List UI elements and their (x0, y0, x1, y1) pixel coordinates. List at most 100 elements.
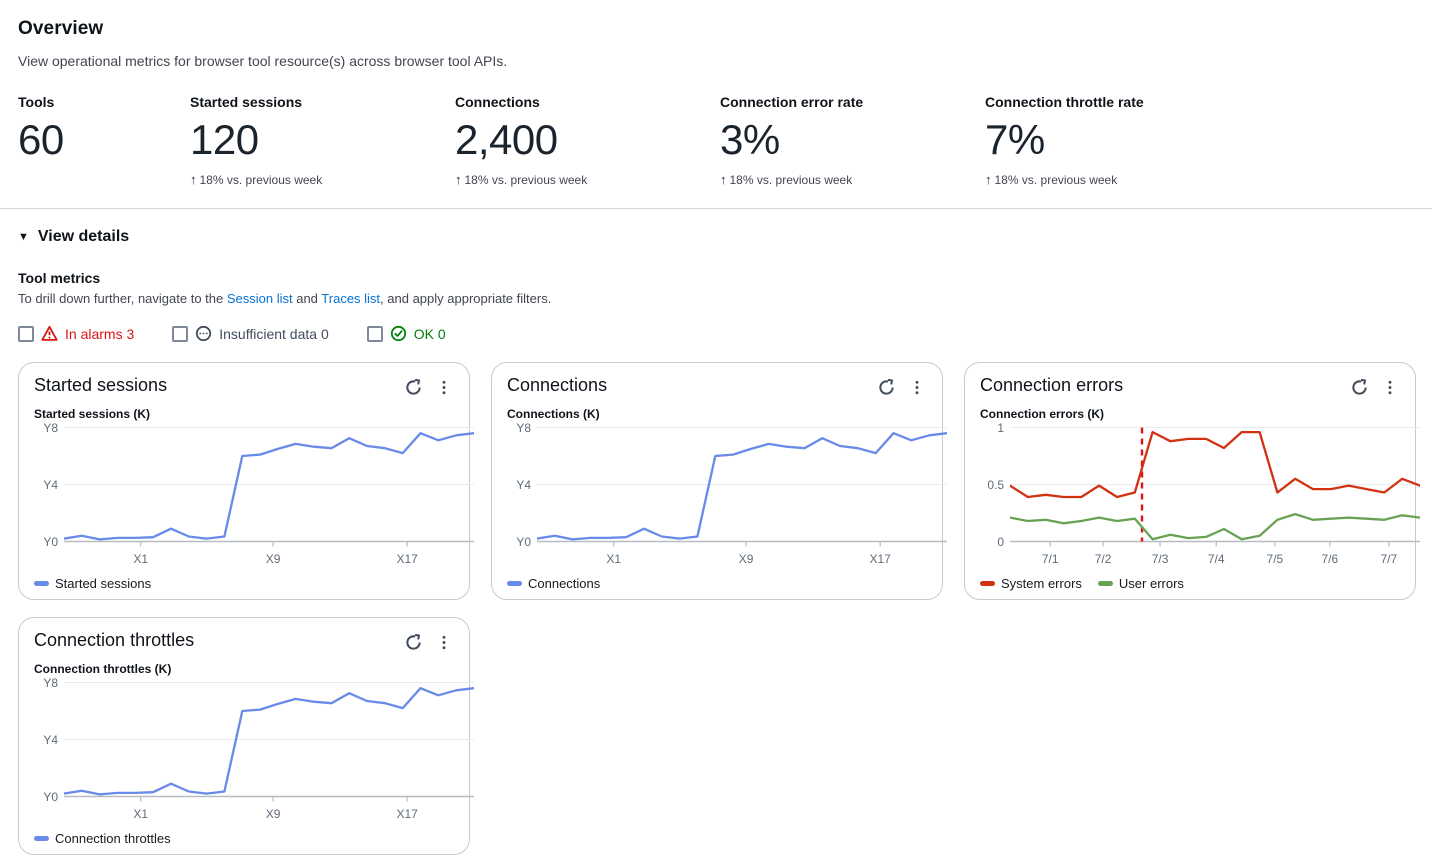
y-tick-label: Y0 (43, 789, 58, 804)
x-tick-label: X1 (133, 807, 148, 822)
session-list-link[interactable]: Session list (226, 291, 293, 307)
summary-metric-label: Connection error rate (720, 94, 864, 110)
x-tick-label: 7/4 (1207, 552, 1225, 567)
legend-item[interactable]: Connections (507, 576, 600, 591)
chart-plot: 1 0.5 0 (980, 421, 1420, 549)
x-tick-label: 7/3 (1151, 552, 1169, 567)
chart-menu-button[interactable] (907, 377, 927, 398)
legend-series-label: System errors (1001, 575, 1082, 591)
summary-metric: Connection error rate 3% ↑ 18% vs. previous… (720, 94, 985, 187)
caret-down-icon: ▼ (18, 231, 29, 244)
chart-title: Connection throttles (34, 630, 195, 651)
y-tick-label: 1 (997, 420, 1004, 435)
x-tick-label: 7/5 (1266, 552, 1284, 567)
y-tick-label: Y4 (516, 477, 531, 492)
filter-checkbox[interactable] (366, 325, 383, 342)
chart-plot: Y8 Y4 Y0 (34, 421, 474, 549)
summary-metrics-row: Tools 60 Started sessions 120 ↑ 18% vs. previ… (18, 94, 1416, 187)
x-axis-labels: X1 X9 X17 (64, 805, 474, 823)
chart-card-connection-errors: Connection errors Connection errors (K) … (964, 362, 1420, 601)
summary-metric: Connections 2,400 ↑ 18% vs. previous week (455, 94, 720, 187)
legend-item[interactable]: User errors (1097, 575, 1184, 591)
y-axis-title: Connections (K) (507, 407, 600, 422)
delta-text: 18% vs. previous week (994, 172, 1118, 187)
chart-title: Connection errors (980, 375, 1124, 396)
overview-page: Overview View operational metrics for br… (0, 0, 1432, 187)
summary-metric-delta: ↑ 18% vs. previous week (190, 172, 445, 187)
insufficient-data-icon (195, 325, 212, 342)
filter-checkbox[interactable] (18, 325, 34, 342)
legend-item[interactable]: System errors (980, 576, 1082, 591)
x-tick-label: 7/2 (1094, 552, 1112, 567)
x-axis-labels: X1 X9 X17 (537, 550, 947, 568)
chart-legend: System errors User errors (980, 572, 1400, 594)
tool-metrics-title: Tool metrics (18, 270, 101, 287)
filter-alarm-warning: In alarms 3 (18, 325, 134, 342)
summary-metric-delta: ↑ 18% vs. previous week (720, 172, 975, 187)
y-tick-label: Y4 (43, 477, 58, 492)
refresh-button[interactable] (876, 377, 897, 398)
trend-up-icon: ↑ (455, 172, 462, 188)
section-divider (0, 208, 1432, 210)
legend-item[interactable]: Connection throttles (34, 831, 171, 846)
x-tick-label: X1 (606, 552, 621, 567)
x-tick-label: X17 (396, 552, 418, 567)
legend-series-dash-icon (1097, 580, 1113, 586)
summary-metric: Connection throttle rate 7% ↑ 18% vs. previ… (985, 94, 1250, 187)
tool-metrics-section: Tool metrics To drill down further, navi… (18, 270, 1432, 306)
summary-metric-label: Started sessions (190, 94, 303, 110)
view-details-toggle[interactable]: ▼ View details (18, 228, 129, 246)
alarm-state-filters: In alarms 3 Insufficient data 0 OK 0 (18, 325, 1432, 342)
trend-up-icon: ↑ (720, 172, 727, 188)
page-title: Overview (18, 18, 104, 39)
refresh-button[interactable] (403, 377, 424, 398)
traces-list-link[interactable]: Traces list (321, 291, 381, 307)
filter-ok-check: OK 0 (366, 325, 446, 342)
hint-text: To drill down further, navigate to the (18, 291, 227, 307)
summary-metric: Tools 60 (18, 94, 190, 187)
chart-card-connection-throttles: Connection throttles Connection throttle… (18, 617, 474, 855)
summary-metric-label: Connections (455, 94, 540, 110)
delta-text: 18% vs. previous week (464, 172, 588, 187)
hint-text: , and apply appropriate filters. (380, 291, 552, 307)
legend-series-dash-icon (507, 580, 522, 586)
chart-card-started-sessions: Started sessions Started sessions (K) Y8… (18, 362, 474, 601)
chart-card-connections: Connections Connections (K) Y8 Y4 Y0 X1 X9 X… (491, 362, 947, 601)
summary-metric-delta: ↑ 18% vs. previous week (455, 172, 710, 187)
x-axis-labels: X1 X9 X17 (64, 550, 474, 568)
refresh-button[interactable] (1349, 377, 1370, 398)
x-tick-label: 7/1 (1041, 552, 1059, 567)
x-tick-label: X1 (133, 552, 148, 567)
ok-check-icon (390, 325, 407, 342)
chart-cards-grid: Started sessions Started sessions (K) Y8… (18, 362, 1420, 855)
y-tick-label: 0.5 (987, 477, 1004, 492)
y-tick-label: Y4 (43, 732, 58, 747)
y-tick-label: Y0 (43, 534, 58, 549)
x-tick-label: X17 (396, 807, 418, 822)
legend-series-dash-icon (34, 835, 49, 841)
chart-legend: Started sessions (34, 572, 454, 594)
chart-plot: Y8 Y4 Y0 (507, 421, 947, 549)
refresh-button[interactable] (403, 632, 424, 653)
delta-text: 18% vs. previous week (199, 172, 323, 187)
legend-series-dash-icon (34, 580, 49, 586)
filter-label: In alarms 3 (65, 325, 135, 342)
x-axis-labels: 7/1 7/2 7/3 7/4 7/5 7/6 7/7 (1010, 550, 1420, 568)
hint-text: and (292, 291, 322, 307)
page-description: View operational metrics for browser too… (18, 53, 508, 69)
summary-metric-value: 3% (720, 116, 780, 163)
y-axis-title: Connection errors (K) (980, 407, 1105, 422)
legend-item[interactable]: Started sessions (34, 576, 151, 591)
y-tick-label: Y0 (516, 534, 531, 549)
y-axis-title: Connection throttles (K) (34, 662, 172, 677)
chart-menu-button[interactable] (434, 377, 454, 398)
chart-menu-button[interactable] (434, 632, 454, 653)
chart-legend: Connections (507, 572, 927, 594)
chart-menu-button[interactable] (1380, 377, 1400, 398)
summary-metric-value: 120 (190, 116, 259, 163)
legend-series-label: User errors (1118, 575, 1184, 591)
filter-label: OK 0 (413, 325, 446, 342)
filter-checkbox[interactable] (172, 325, 189, 342)
summary-metric-label: Connection throttle rate (985, 94, 1144, 110)
view-details-label: View details (37, 228, 130, 246)
